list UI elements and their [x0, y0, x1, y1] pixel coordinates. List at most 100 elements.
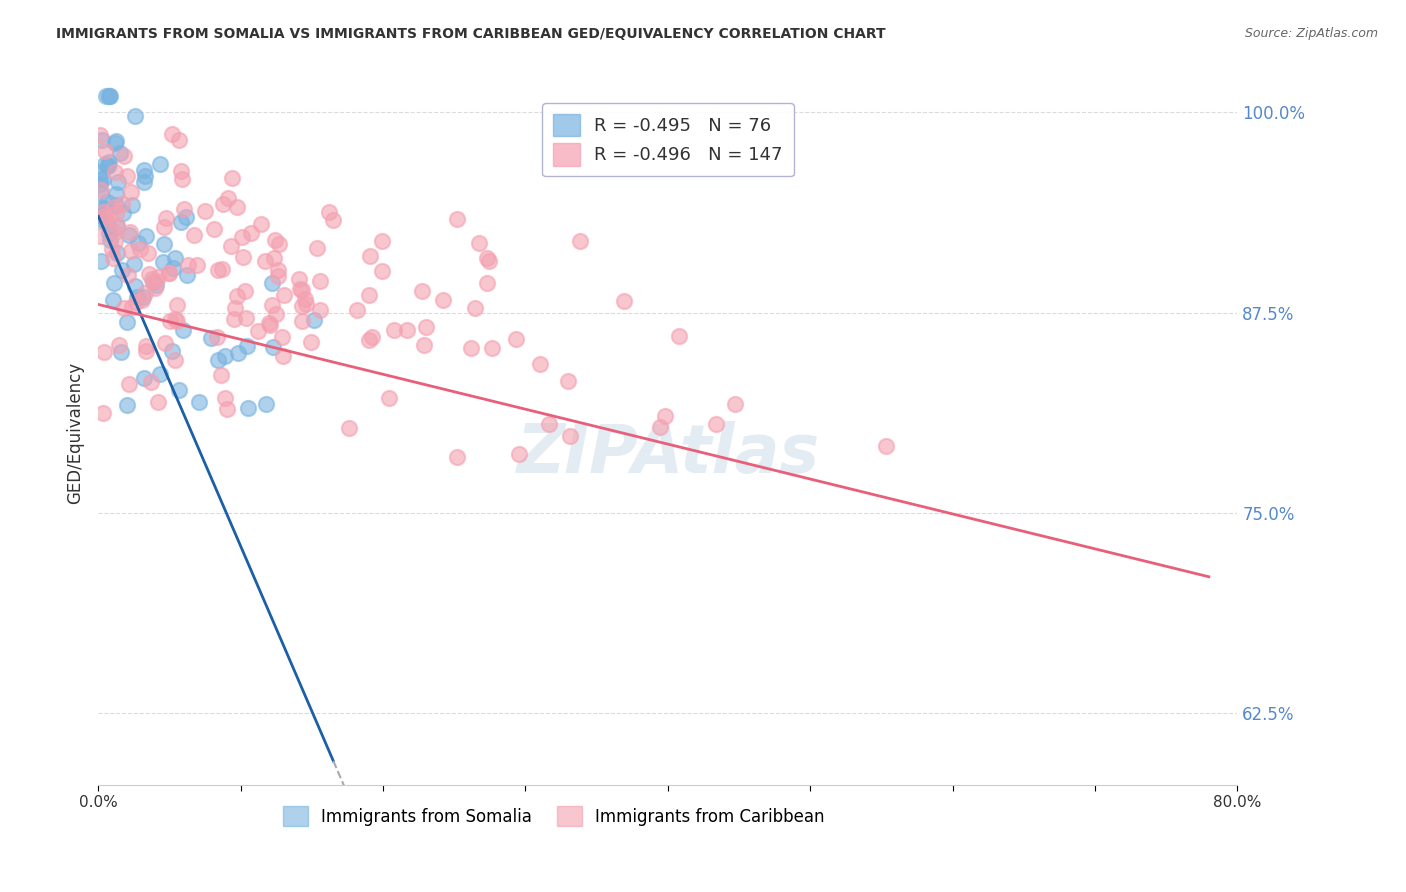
Point	[412, 338, 434, 352]
Point	[273, 288, 295, 302]
Point	[207, 263, 229, 277]
Point	[291, 314, 314, 328]
Point	[89, 171, 111, 186]
Point	[211, 262, 233, 277]
Point	[129, 242, 152, 256]
Point	[136, 246, 159, 260]
Point	[90, 183, 112, 197]
Point	[104, 165, 127, 179]
Point	[170, 164, 193, 178]
Point	[91, 406, 114, 420]
Point	[138, 267, 160, 281]
Point	[117, 169, 139, 184]
Point	[89, 229, 111, 244]
Point	[432, 293, 454, 307]
Point	[105, 218, 128, 232]
Point	[93, 345, 115, 359]
Point	[89, 177, 111, 191]
Point	[207, 353, 229, 368]
Point	[96, 194, 118, 209]
Point	[127, 236, 149, 251]
Text: Source: ZipAtlas.com: Source: ZipAtlas.com	[1244, 27, 1378, 40]
Point	[648, 420, 671, 434]
Point	[475, 277, 498, 291]
Point	[103, 251, 125, 265]
Point	[288, 272, 311, 286]
Point	[299, 335, 322, 350]
Point	[104, 226, 127, 240]
Point	[111, 262, 134, 277]
Point	[167, 383, 190, 397]
Point	[134, 175, 156, 189]
Point	[108, 337, 131, 351]
Point	[569, 234, 592, 248]
Point	[167, 133, 190, 147]
Point	[107, 175, 129, 189]
Point	[90, 186, 112, 201]
Point	[104, 235, 127, 249]
Point	[704, 417, 727, 431]
Point	[152, 255, 174, 269]
Point	[250, 218, 273, 232]
Point	[146, 394, 169, 409]
Point	[117, 268, 139, 283]
Point	[159, 314, 181, 328]
Point	[90, 212, 112, 227]
Point	[202, 221, 225, 235]
Point	[97, 154, 120, 169]
Point	[98, 233, 121, 247]
Point	[94, 202, 117, 216]
Point	[357, 334, 380, 348]
Point	[90, 209, 112, 223]
Point	[112, 301, 135, 316]
Point	[232, 250, 254, 264]
Point	[505, 332, 527, 346]
Point	[217, 402, 239, 417]
Point	[121, 300, 143, 314]
Point	[183, 227, 205, 242]
Point	[104, 187, 127, 202]
Point	[98, 89, 121, 103]
Point	[132, 162, 155, 177]
Point	[253, 253, 276, 268]
Point	[246, 324, 269, 338]
Point	[260, 298, 283, 312]
Point	[89, 128, 111, 142]
Point	[304, 312, 326, 326]
Point	[157, 266, 180, 280]
Point	[135, 229, 157, 244]
Point	[153, 335, 176, 350]
Point	[115, 398, 138, 412]
Point	[91, 172, 114, 186]
Point	[104, 136, 127, 150]
Point	[200, 331, 222, 345]
Point	[103, 200, 125, 214]
Point	[187, 395, 209, 409]
Point	[118, 227, 141, 242]
Point	[396, 323, 419, 337]
Point	[217, 191, 239, 205]
Point	[212, 197, 235, 211]
Point	[90, 253, 112, 268]
Point	[149, 157, 172, 171]
Point	[291, 299, 314, 313]
Point	[214, 349, 236, 363]
Point	[170, 171, 193, 186]
Point	[155, 211, 177, 225]
Point	[120, 244, 142, 258]
Point	[165, 251, 187, 265]
Point	[162, 260, 184, 275]
Point	[557, 374, 579, 388]
Point	[264, 233, 287, 247]
Point	[460, 341, 482, 355]
Point	[475, 251, 498, 265]
Point	[111, 197, 134, 211]
Text: IMMIGRANTS FROM SOMALIA VS IMMIGRANTS FROM CARIBBEAN GED/EQUIVALENCY CORRELATION: IMMIGRANTS FROM SOMALIA VS IMMIGRANTS FR…	[56, 27, 886, 41]
Point	[446, 450, 468, 464]
Point	[221, 239, 243, 253]
Point	[131, 293, 153, 307]
Point	[112, 148, 135, 162]
Point	[124, 294, 146, 309]
Point	[91, 204, 114, 219]
Point	[103, 293, 125, 307]
